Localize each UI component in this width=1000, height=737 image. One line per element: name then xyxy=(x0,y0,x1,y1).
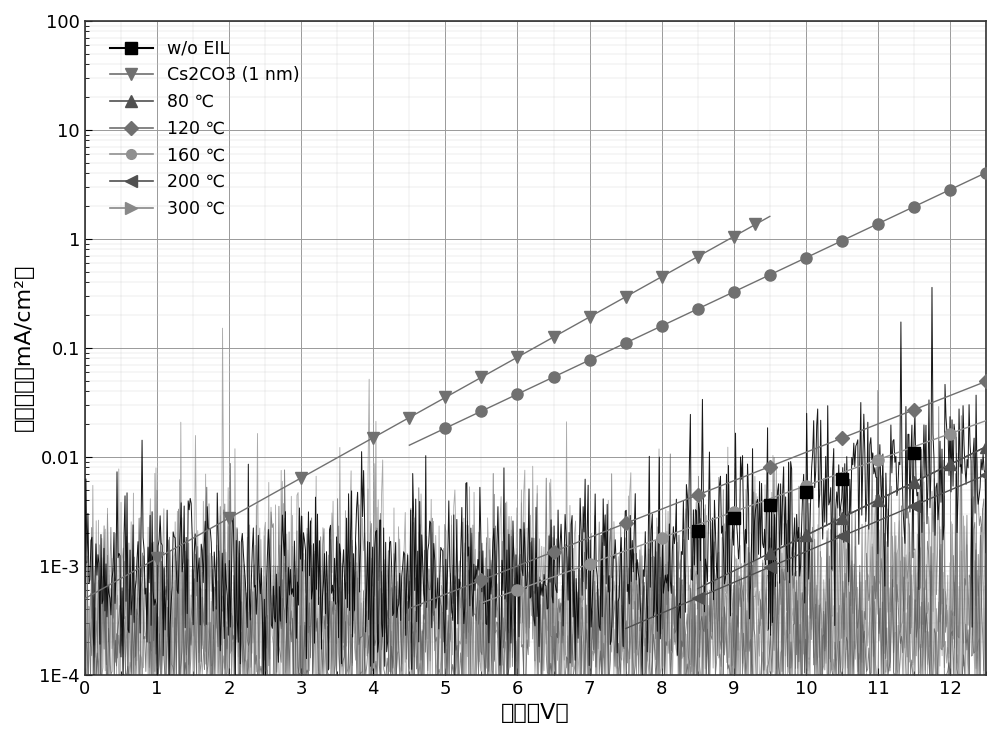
Legend: w/o EIL, Cs2CO3 (1 nm), 80 ℃, 120 ℃, 160 ℃, 200 ℃, 300 ℃: w/o EIL, Cs2CO3 (1 nm), 80 ℃, 120 ℃, 160… xyxy=(103,33,306,225)
Y-axis label: 电流密度（mA/cm²）: 电流密度（mA/cm²） xyxy=(14,264,34,431)
X-axis label: 电压（V）: 电压（V） xyxy=(501,703,570,723)
